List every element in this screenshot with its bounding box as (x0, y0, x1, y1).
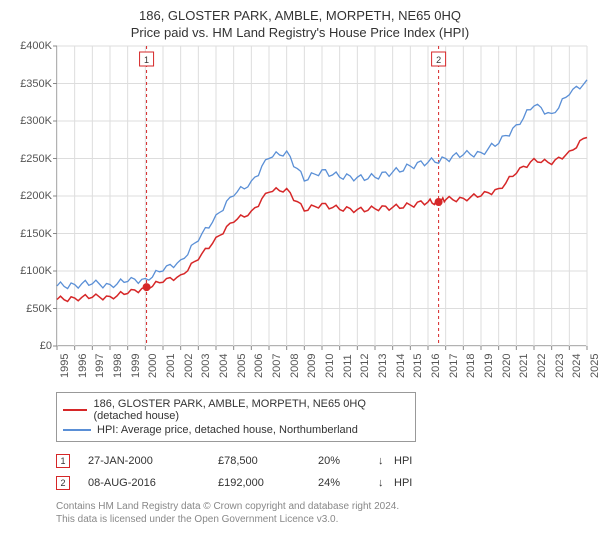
y-tick-label: £250K (20, 153, 52, 165)
marker-box-1: 1 (140, 52, 154, 66)
x-tick-label: 2014 (395, 354, 407, 378)
x-tick-label: 2000 (147, 354, 159, 378)
x-tick-label: 2023 (554, 354, 566, 378)
sales-date: 27-JAN-2000 (88, 455, 218, 467)
x-tick-label: 1998 (112, 354, 124, 378)
sales-price: £192,000 (218, 477, 318, 489)
x-tick-label: 2011 (342, 354, 354, 378)
x-tick-label: 2008 (289, 354, 301, 378)
x-axis: 1995 1996 1997 1998 1999 2000 2001 2002 2003 2004… (56, 348, 586, 386)
x-tick-label: 2003 (200, 354, 212, 378)
page-title: 186, GLOSTER PARK, AMBLE, MORPETH, NE65 … (12, 8, 588, 23)
page-subtitle: Price paid vs. HM Land Registry's House … (12, 25, 588, 40)
y-tick-label: £200K (20, 190, 52, 202)
x-tick-label: 2010 (324, 354, 336, 378)
plot-area: 12 (56, 46, 586, 346)
legend-item: HPI: Average price, detached house, Nort… (63, 423, 409, 437)
y-tick-label: £100K (20, 265, 52, 277)
sales-table: 1 27-JAN-2000£78,50020%↓HPI 2 08-AUG-2016£1… (56, 450, 588, 494)
chart: £0£50K£100K£150K£200K£250K£300K£350K£400… (12, 46, 588, 386)
x-tick-label: 2007 (271, 354, 283, 378)
x-tick-label: 2017 (448, 354, 460, 378)
sales-row: 1 27-JAN-2000£78,50020%↓HPI (56, 450, 588, 472)
x-tick-label: 2016 (430, 354, 442, 378)
x-tick-label: 2019 (483, 354, 495, 378)
sales-hpi: HPI (394, 455, 412, 467)
x-tick-label: 1997 (94, 354, 106, 378)
x-tick-label: 2021 (518, 354, 530, 378)
x-tick-label: 2015 (412, 354, 424, 378)
x-tick-label: 1996 (77, 354, 89, 378)
sales-row: 2 08-AUG-2016£192,00024%↓HPI (56, 472, 588, 494)
y-tick-label: £400K (20, 40, 52, 52)
y-tick-label: £0 (40, 340, 52, 352)
x-tick-label: 2006 (253, 354, 265, 378)
x-tick-label: 2001 (165, 354, 177, 378)
x-tick-label: 2004 (218, 354, 230, 378)
legend-label: 186, GLOSTER PARK, AMBLE, MORPETH, NE65 … (93, 398, 409, 422)
svg-text:2: 2 (436, 55, 441, 65)
sales-pct: 24% (318, 477, 378, 489)
x-tick-label: 2020 (501, 354, 513, 378)
y-tick-label: £150K (20, 228, 52, 240)
x-tick-label: 1995 (59, 354, 71, 378)
x-tick-label: 2013 (377, 354, 389, 378)
arrow-down-icon: ↓ (378, 477, 394, 489)
legend-swatch (63, 429, 91, 431)
legend-item: 186, GLOSTER PARK, AMBLE, MORPETH, NE65 … (63, 397, 409, 423)
footer: Contains HM Land Registry data © Crown c… (56, 500, 588, 526)
x-tick-label: 2018 (465, 354, 477, 378)
marker-box-2: 2 (432, 52, 446, 66)
sales-price: £78,500 (218, 455, 318, 467)
plot-svg: 12 (57, 46, 586, 345)
sales-marker: 2 (56, 476, 70, 490)
x-tick-label: 2009 (306, 354, 318, 378)
y-tick-label: £350K (20, 78, 52, 90)
x-tick-label: 1999 (130, 354, 142, 378)
legend-label: HPI: Average price, detached house, Nort… (97, 424, 358, 436)
y-axis: £0£50K£100K£150K£200K£250K£300K£350K£400… (12, 46, 54, 346)
x-tick-label: 2005 (236, 354, 248, 378)
x-tick-label: 2024 (571, 354, 583, 378)
x-tick-label: 2022 (536, 354, 548, 378)
x-tick-label: 2012 (359, 354, 371, 378)
sales-date: 08-AUG-2016 (88, 477, 218, 489)
x-tick-label: 2025 (589, 354, 600, 378)
sales-pct: 20% (318, 455, 378, 467)
sales-hpi: HPI (394, 477, 412, 489)
arrow-down-icon: ↓ (378, 455, 394, 467)
y-tick-label: £50K (26, 303, 52, 315)
svg-text:1: 1 (144, 55, 149, 65)
footer-line1: Contains HM Land Registry data © Crown c… (56, 500, 588, 513)
legend-swatch (63, 409, 87, 411)
legend: 186, GLOSTER PARK, AMBLE, MORPETH, NE65 … (56, 392, 416, 442)
sales-marker: 1 (56, 454, 70, 468)
footer-line2: This data is licensed under the Open Gov… (56, 513, 588, 526)
x-tick-label: 2002 (183, 354, 195, 378)
y-tick-label: £300K (20, 115, 52, 127)
